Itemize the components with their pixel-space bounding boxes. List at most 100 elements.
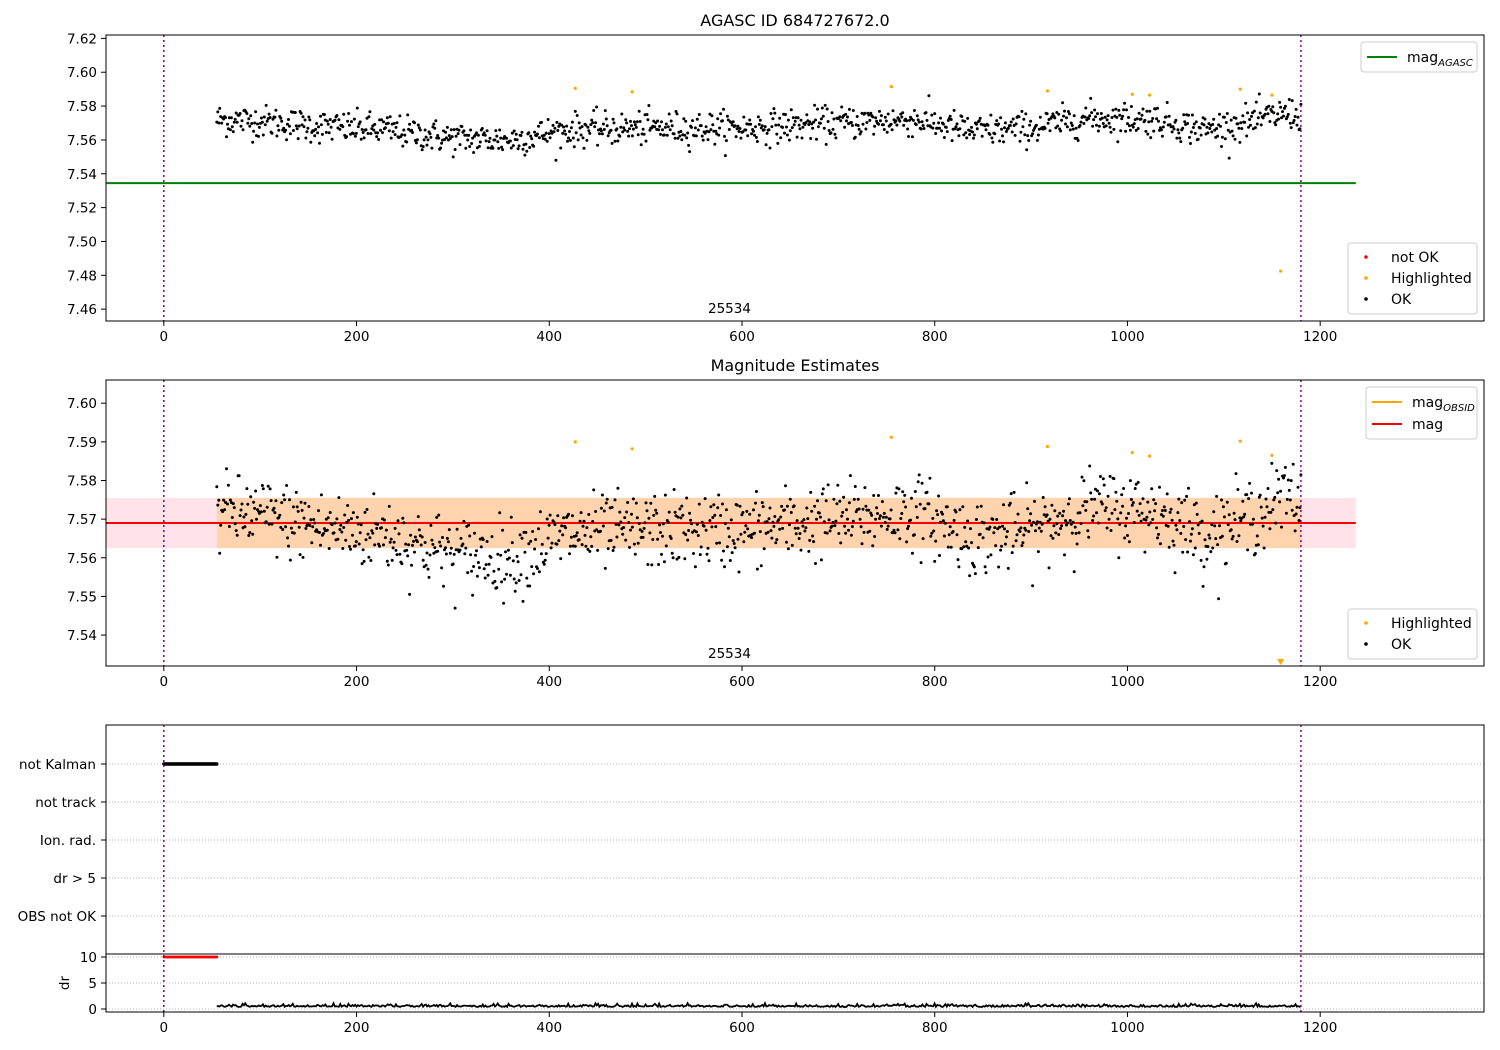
panel-1-ok-point: [1187, 113, 1190, 117]
panel-1-ok-point: [1155, 117, 1159, 121]
panel-2-ok-point: [1004, 535, 1008, 539]
panel-2-ok-point: [486, 573, 490, 577]
panel-1-ok-point: [1246, 111, 1250, 115]
panel-2-ok-point: [733, 546, 737, 550]
panel-2-ok-point: [1039, 529, 1043, 533]
panel-2-ok-point: [449, 546, 453, 550]
panel-2-ok-point: [689, 518, 693, 522]
panel-2-ok-point: [1260, 516, 1264, 520]
panel-1-ok-point: [824, 142, 828, 146]
panel-2-ok-point: [999, 548, 1003, 552]
panel-1-ok-point: [1069, 121, 1073, 125]
panel-2-ok-point: [1016, 512, 1020, 516]
panel-1-ok-point: [989, 113, 993, 117]
panel-1-ok-point: [499, 136, 503, 140]
panel-1-ok-point: [1010, 130, 1014, 134]
panel-1-ok-point: [972, 133, 976, 137]
panel-1-ok-point: [346, 119, 350, 123]
panel-1-ok-point: [1271, 105, 1275, 109]
panel-2-ok-point: [777, 518, 781, 522]
panel-2-ok-point: [436, 549, 440, 553]
panel-1-ok-point: [532, 144, 536, 148]
panel-1-ok-point: [584, 123, 588, 127]
panel-1-ok-point: [354, 131, 358, 135]
panel-2-ok-point: [455, 527, 459, 531]
panel-2-ok-point: [660, 552, 663, 556]
panel-1-ok-point: [254, 110, 258, 114]
panel-1-ok-point: [1095, 123, 1098, 127]
panel-2-ok-point: [968, 574, 972, 578]
panel-2-ok-point: [1125, 516, 1128, 520]
panel-2-ok-point: [1130, 503, 1134, 507]
panel-1-ok-point: [1119, 129, 1123, 133]
panel-2-ok-point: [921, 537, 925, 541]
panel-1-ok-point: [829, 131, 833, 135]
panel-2-ok-point: [986, 555, 990, 559]
panel-2-ok-point: [1003, 542, 1007, 546]
panel-2-ok-point: [589, 535, 593, 539]
panel-1-ok-point: [401, 144, 405, 148]
panel-1-ok-point: [978, 116, 982, 120]
panel-1-ok-point: [678, 134, 682, 138]
panel-1-legend-marker: [1364, 297, 1368, 301]
panel-2-ok-point: [652, 513, 656, 517]
panel-1-ok-point: [1018, 139, 1022, 143]
panel-2-ok-point: [539, 552, 543, 556]
panel-2-ok-point: [410, 563, 413, 567]
panel-2-ok-point: [773, 515, 777, 518]
panel-2-ok-point: [298, 553, 302, 557]
panel-2-ok-point: [1286, 478, 1290, 482]
panel-2-ok-point: [441, 536, 444, 539]
panel-2-ok-point: [319, 493, 323, 497]
panel-1-ok-point: [749, 122, 753, 126]
panel-2-ok-point: [569, 535, 573, 539]
panel-2-ok-point: [678, 507, 682, 511]
panel-2-ok-point: [688, 511, 692, 515]
panel-1-ok-point: [296, 137, 300, 141]
panel-2-ok-point: [727, 535, 731, 539]
panel-2-ok-point: [1171, 539, 1175, 543]
panel-1-ok-point: [741, 130, 745, 134]
panel-1-ok-point: [554, 158, 558, 162]
panel-2-ok-point: [1245, 493, 1249, 497]
panel-2-ok-point: [336, 537, 340, 541]
panel-1-ok-point: [299, 111, 303, 115]
panel-2-ok-point: [672, 488, 676, 491]
panel-2-ok-point: [955, 533, 959, 537]
panel-2-ok-point: [758, 530, 762, 534]
panel-1-ok-point: [486, 146, 490, 150]
panel-1-ok-point: [737, 130, 741, 133]
panel-2-ok-point: [1169, 507, 1173, 511]
panel-2-ok-point: [1112, 477, 1116, 481]
panel-1-ok-point: [368, 110, 372, 114]
panel-2-ok-point: [1037, 526, 1041, 530]
panel-2-ok-point: [605, 497, 609, 501]
panel-2-ok-point: [515, 554, 519, 558]
panel-1-ok-point: [335, 114, 339, 117]
panel-2-ok-point: [1098, 475, 1102, 478]
panel-2-ok-point: [1234, 472, 1238, 476]
panel-2-ok-point: [874, 517, 878, 521]
panel-1-ok-point: [675, 112, 679, 116]
panel-1-ok-point: [410, 128, 413, 132]
panel-2-ok-point: [289, 526, 293, 530]
panel-2-ok-point: [1232, 511, 1236, 515]
panel-2-ok-point: [582, 519, 586, 523]
panel-2-ok-point: [706, 546, 710, 550]
panel-1-ok-point: [484, 139, 488, 143]
panel-2-ok-point: [383, 536, 387, 540]
panel-1-highlighted-point: [1045, 89, 1050, 93]
panel-2-ok-point: [364, 538, 368, 542]
panel-2-ok-point: [453, 606, 457, 610]
panel-1-ok-point: [1279, 105, 1283, 109]
panel-1-ok-point: [791, 116, 795, 120]
panel-1-ok-point: [764, 143, 768, 147]
panel-2-ok-point: [579, 511, 583, 515]
panel-2-ok-point: [466, 571, 470, 575]
panel-2-ok-point: [521, 599, 525, 603]
panel-2-ok-point: [1050, 503, 1054, 507]
panel-1-ok-point: [1089, 96, 1093, 100]
panel-1-ok-point: [1108, 125, 1112, 129]
panel-2-ok-point: [335, 517, 339, 521]
